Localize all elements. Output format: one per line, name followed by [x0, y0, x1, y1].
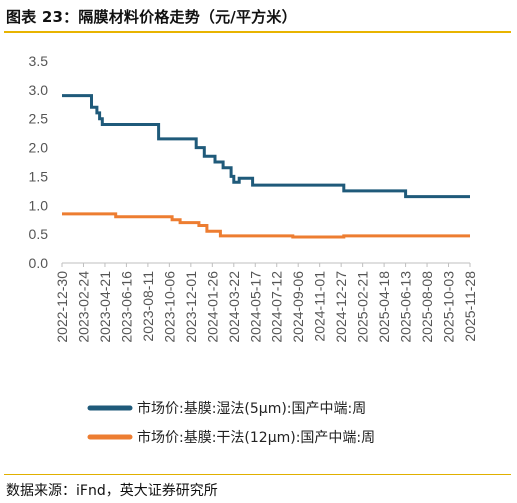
x-tick-label: 2023-10-06 — [161, 271, 177, 343]
legend-label: 市场价:基膜:湿法(5μm):国产中端:周 — [137, 400, 366, 417]
source-note: 数据来源：iFnd，英大证券研究所 — [6, 483, 218, 499]
y-tick-label: 1.5 — [29, 168, 49, 184]
x-tick-label: 2023-12-01 — [183, 271, 199, 343]
y-axis: 0.0 0.5 1.0 1.5 2.0 2.5 3.0 3.5 — [29, 53, 49, 271]
series-line-dry — [62, 212, 470, 239]
y-tick-label: 3.0 — [29, 82, 49, 98]
x-tick-label: 2025-11-28 — [462, 271, 478, 342]
y-tick-label: 2.5 — [29, 111, 49, 127]
x-axis: 2022-12-30 2023-02-24 2023-04-21 2023-06-16… — [54, 262, 478, 343]
y-tick-label: 0.0 — [29, 255, 49, 271]
y-tick-label: 2.0 — [29, 140, 49, 156]
x-tick-label: 2025-04-18 — [376, 271, 392, 343]
footer-divider — [4, 474, 511, 475]
x-tick-label: 2024-11-01 — [312, 271, 328, 342]
x-tick-label: 2024-12-27 — [333, 271, 349, 343]
x-tick-label: 2025-06-13 — [398, 271, 414, 343]
series-layer — [62, 94, 470, 239]
chart-title: 图表 23：隔膜材料价格走势（元/平方米） — [6, 8, 297, 26]
x-tick-label: 2024-05-17 — [247, 271, 263, 343]
x-tick-label: 2024-07-12 — [269, 271, 285, 343]
x-tick-label: 2023-06-16 — [118, 271, 134, 343]
x-tick-label: 2023-08-11 — [140, 271, 156, 342]
x-tick-label: 2024-03-22 — [226, 271, 242, 343]
title-underline — [4, 31, 511, 33]
x-tick-label: 2025-08-08 — [419, 271, 435, 343]
x-tick-label: 2022-12-30 — [54, 271, 70, 343]
x-tick-label: 2023-02-24 — [75, 271, 91, 343]
y-tick-label: 0.5 — [29, 226, 49, 242]
x-tick-label: 2025-02-21 — [355, 271, 371, 343]
legend: 市场价:基膜:湿法(5μm):国产中端:周市场价:基膜:干法(12μm):国产中… — [87, 400, 375, 446]
series-line-wet — [62, 94, 470, 199]
x-tick-label: 2024-09-06 — [290, 271, 306, 343]
legend-label: 市场价:基膜:干法(12μm):国产中端:周 — [137, 429, 375, 446]
y-tick-label: 1.0 — [29, 197, 49, 213]
x-tick-label: 2025-10-03 — [441, 271, 457, 343]
line-chart: 0.0 0.5 1.0 1.5 2.0 2.5 3.0 3.5 2022-12-30 2023-… — [29, 53, 478, 446]
x-tick-label: 2023-04-21 — [97, 271, 113, 343]
x-tick-label: 2024-01-26 — [204, 271, 220, 343]
y-tick-label: 3.5 — [29, 53, 49, 69]
